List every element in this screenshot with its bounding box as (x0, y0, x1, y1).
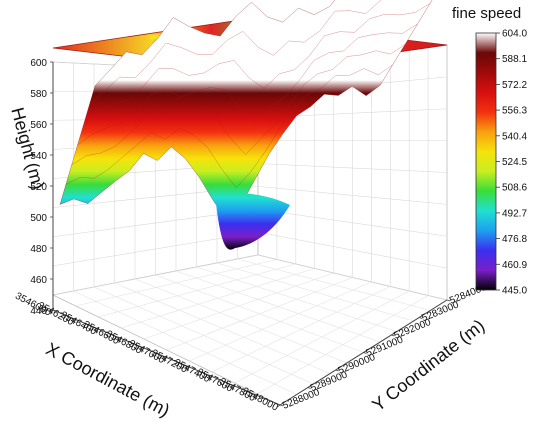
colorbar-ticks: 604.0 588.1 572.2 556.3 540.4 524.5 508.6 492.7… (496, 29, 527, 297)
x-tick-mark (208, 376, 213, 379)
z-tick-label: 540 (30, 151, 47, 162)
z-tick-label: 480 (30, 244, 47, 255)
y-tick-mark (419, 317, 423, 319)
x-tick-mark (117, 338, 122, 341)
y-tick-mark (279, 404, 284, 407)
y-tick-mark (363, 352, 367, 354)
colorbar-tick-label: 540.4 (502, 131, 527, 142)
colorbar-tick-label: 556.3 (502, 106, 527, 117)
x-tick-mark (140, 347, 145, 351)
colorbar (475, 32, 497, 291)
z-tick-label: 520 (30, 182, 47, 193)
surface-valley (215, 193, 290, 250)
x-tick-mark (254, 395, 258, 398)
z-tick-label: 600 (30, 58, 47, 69)
colorbar-title: fine speed (452, 5, 521, 22)
x-tick-mark (95, 328, 99, 332)
colorbar-tick-label: 508.6 (502, 183, 527, 194)
colorbar-tick-label: 572.2 (502, 80, 527, 91)
z-axis-title: Height (m) (7, 105, 48, 191)
colorbar-tick-label: 460.9 (502, 260, 527, 271)
y-tick-mark (446, 299, 451, 302)
x-tick-mark (72, 319, 76, 322)
z-tick-label: 460 (30, 275, 47, 286)
x-tick-mark (49, 309, 54, 313)
colorbar-tick-label: 524.5 (502, 157, 527, 168)
x-tick-mark (276, 404, 281, 408)
colorbar-tick-label: 588.1 (502, 54, 527, 65)
y-tick-mark (391, 334, 395, 337)
surface-mesh (59, 0, 433, 222)
z-tick-label: 560 (30, 120, 47, 131)
x-tick-mark (163, 357, 167, 360)
colorbar-tick-label: 445.0 (502, 286, 527, 297)
y-tick-mark (307, 387, 311, 389)
z-tick-label: 440 (30, 306, 47, 317)
colorbar-tick-label: 604.0 (502, 29, 527, 40)
x-tick-mark (231, 385, 235, 389)
z-tick-label: 580 (30, 89, 47, 100)
y-tick-mark (335, 369, 339, 372)
z-axis-ticks: 600 580 560 540 520 500 480 460 440 (30, 58, 53, 317)
colorbar-tick-label: 476.8 (502, 234, 527, 245)
z-tick-label: 500 (30, 213, 47, 224)
x-tick-mark (185, 366, 190, 370)
surface-mesh-lines (65, 0, 431, 189)
colorbar-tick-label: 492.7 (502, 208, 527, 219)
